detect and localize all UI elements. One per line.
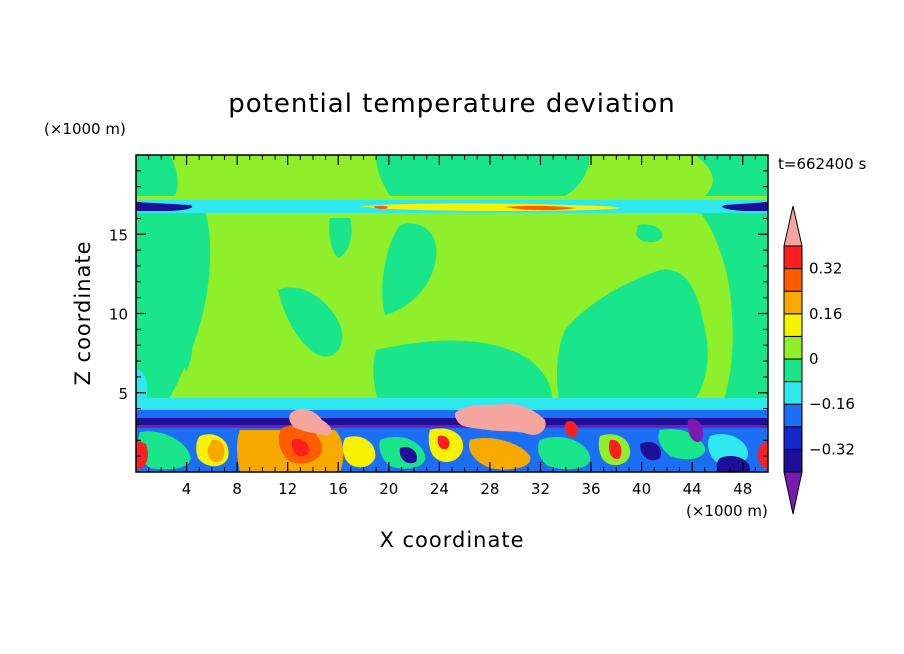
colorbar: 0.32 0.16 0 −0.16 −0.32 xyxy=(783,205,855,515)
cell-pink-a xyxy=(289,409,332,436)
colorbar-tick-label: 0.16 xyxy=(809,305,842,323)
colorbar-max-triangle xyxy=(783,205,803,247)
colorbar-box xyxy=(783,426,803,450)
x-tick-label: 24 xyxy=(430,480,449,498)
x-tick-label: 48 xyxy=(733,480,752,498)
cell-navy-f xyxy=(716,455,751,472)
colorbar-box xyxy=(783,358,803,383)
x-tick-label: 44 xyxy=(683,480,702,498)
chart-title: potential temperature deviation xyxy=(228,89,675,119)
cell-navy-e xyxy=(640,441,662,461)
x-tick-label: 12 xyxy=(278,480,297,498)
x-axis-label: X coordinate xyxy=(379,528,524,552)
y-tick-label: 5 xyxy=(118,385,128,403)
y-axis-label: Z coordinate xyxy=(71,240,95,385)
region-cool-12 xyxy=(329,218,352,258)
region-cool-9 xyxy=(557,269,708,405)
tropopause-hot-2 xyxy=(374,205,388,209)
colorbar-box xyxy=(783,290,803,315)
bl-purple-line xyxy=(136,425,768,428)
region-cool-8 xyxy=(373,340,553,405)
cell-yellow-b xyxy=(342,436,376,468)
x-tick-label: 4 xyxy=(182,480,192,498)
colorbar-tick-label: −0.16 xyxy=(809,395,855,413)
time-label: t=662400 s xyxy=(778,155,866,173)
cell-green-c xyxy=(538,436,591,470)
x-tick-label: 16 xyxy=(329,480,348,498)
region-cool-3 xyxy=(695,155,768,196)
y-tick-label: 15 xyxy=(109,226,128,244)
cell-red-right xyxy=(758,440,768,470)
cell-left-green xyxy=(138,431,191,470)
cell-orange-a xyxy=(207,439,225,463)
cell-navy-b xyxy=(399,446,417,464)
colorbar-min-triangle xyxy=(783,471,803,515)
colorbar-tick-label: 0 xyxy=(809,350,819,368)
plot-area xyxy=(136,155,768,472)
x-axis-ticks: 4 8 12 16 20 24 28 32 36 40 44 48 xyxy=(148,155,756,498)
region-cool-7 xyxy=(183,330,193,372)
cell-orange-c xyxy=(468,437,531,470)
x-tick-label: 32 xyxy=(531,480,550,498)
cell-purple-e xyxy=(687,419,704,442)
region-cool-10 xyxy=(700,212,768,405)
tropopause-hot xyxy=(505,205,575,211)
colorbar-tick-label: 0.32 xyxy=(809,260,842,278)
cell-red-e xyxy=(608,439,622,460)
tropopause-cold-left xyxy=(136,202,193,211)
region-cool-6 xyxy=(278,287,343,357)
colorbar-tick-label: −0.32 xyxy=(809,440,855,458)
cell-pink-b xyxy=(454,403,546,435)
region-cool-5 xyxy=(382,223,437,315)
x-tick-label: 36 xyxy=(581,480,600,498)
cell-red-d xyxy=(564,420,578,438)
bl-blue-band xyxy=(136,410,768,420)
colorbar-box xyxy=(783,268,803,292)
x-tick-label: 8 xyxy=(232,480,242,498)
tropopause-cold-right xyxy=(722,202,768,211)
y-axis-ticks: 5 10 15 xyxy=(109,170,768,457)
y-tick-label: 10 xyxy=(109,306,128,324)
region-cool-1 xyxy=(136,155,178,196)
colorbar-box xyxy=(783,403,803,428)
cell-red-c xyxy=(437,435,450,450)
colorbar-box xyxy=(783,448,803,473)
x-tick-label: 28 xyxy=(480,480,499,498)
region-cool-4 xyxy=(136,212,211,405)
y-axis-unit: (×1000 m) xyxy=(44,120,126,138)
bl-navy-band xyxy=(136,418,768,428)
colorbar-box xyxy=(783,313,803,337)
cell-left-red xyxy=(136,440,148,470)
x-tick-label: 20 xyxy=(379,480,398,498)
colorbar-box xyxy=(783,335,803,360)
region-cool-11 xyxy=(636,224,663,243)
colorbar-box xyxy=(783,245,803,270)
region-cool-2 xyxy=(376,155,590,196)
x-tick-label: 40 xyxy=(632,480,651,498)
colorbar-box xyxy=(783,381,803,405)
x-axis-unit: (×1000 m) xyxy=(686,502,768,520)
cell-red-core xyxy=(291,438,309,457)
